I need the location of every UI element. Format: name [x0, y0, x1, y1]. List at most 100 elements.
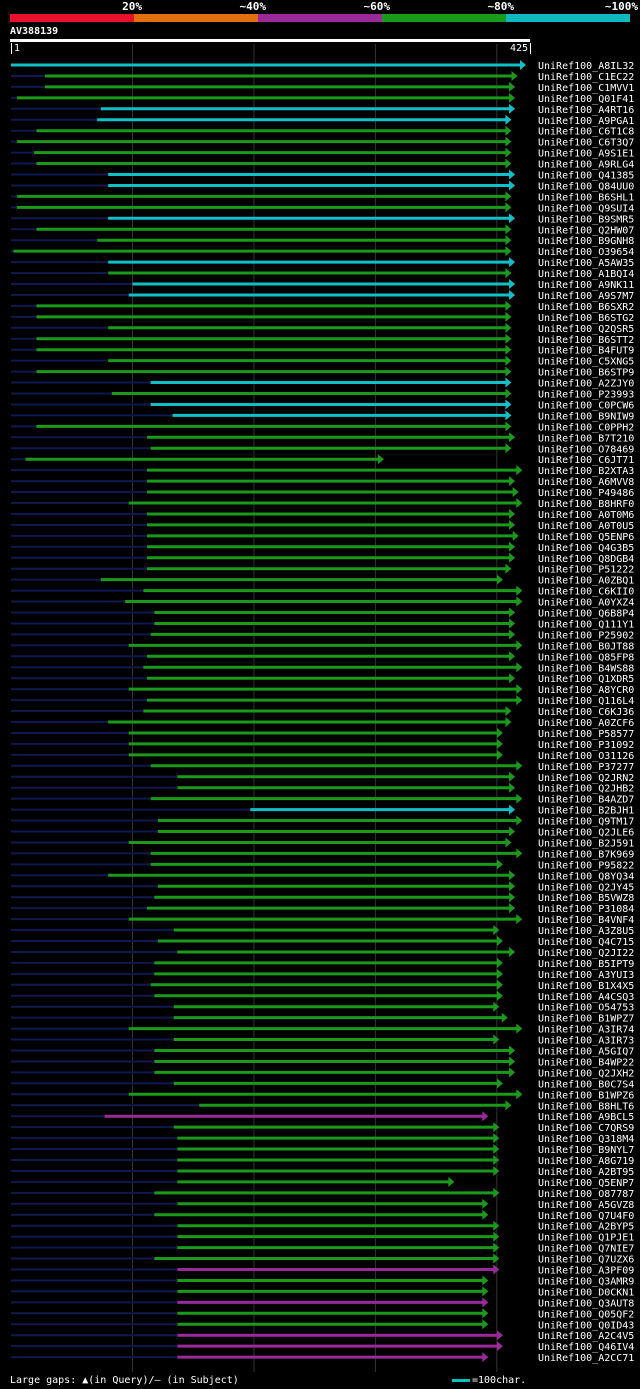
hit-label: UniRef100_O31126	[538, 751, 634, 762]
hit-arrow	[505, 410, 512, 421]
hit-label: UniRef100_P31092	[538, 740, 634, 751]
hit-arrow	[482, 1297, 489, 1308]
hit-arrow	[482, 1111, 489, 1122]
hit-arrow	[496, 979, 503, 990]
hit-label: UniRef100_A9PGA1	[538, 116, 634, 127]
hit-arrow	[509, 629, 516, 640]
hit-arrow	[505, 246, 512, 257]
hit-label: UniRef100_A9BCL5	[538, 1112, 634, 1123]
hit-arrow	[516, 684, 523, 695]
hit-label: UniRef100_B6STP9	[538, 368, 634, 379]
hit-arrow	[493, 1231, 500, 1242]
hit-label: UniRef100_Q5ENP7	[538, 1178, 634, 1189]
hit-arrow	[377, 454, 384, 465]
hit-arrow	[496, 1078, 503, 1089]
hit-label: UniRef100_A2BT95	[538, 1167, 634, 1178]
hit-label: UniRef100_C1EC22	[538, 72, 634, 83]
hit-label: UniRef100_Q9SUI4	[538, 203, 634, 214]
hit-arrow	[493, 1122, 500, 1133]
hit-arrow	[496, 749, 503, 760]
hit-label: UniRef100_A5AW35	[538, 258, 634, 269]
hit-arrow	[509, 892, 516, 903]
hit-arrow	[509, 180, 516, 191]
hit-label: UniRef100_Q8YQ34	[538, 871, 634, 882]
hit-arrow	[505, 443, 512, 454]
hit-arrow	[511, 70, 518, 81]
hit-arrow	[496, 936, 503, 946]
hit-arrow	[509, 541, 516, 552]
hit-arrow	[509, 651, 516, 662]
hit-label: UniRef100_Q5ENP6	[538, 532, 634, 543]
hit-arrow	[493, 1187, 500, 1198]
hit-label: UniRef100_B2XTA3	[538, 466, 634, 477]
hit-arrow	[496, 574, 503, 585]
hit-label: UniRef100_Q2JY45	[538, 882, 634, 893]
hit-arrow	[505, 300, 512, 311]
hit-label: UniRef100_O78469	[538, 444, 634, 455]
hit-arrow	[509, 169, 516, 180]
hit-label: UniRef100_A3IR74	[538, 1025, 634, 1036]
hit-label: UniRef100_Q3AUT8	[538, 1298, 634, 1309]
hit-label: UniRef100_Q84UU0	[538, 181, 634, 192]
hit-label: UniRef100_Q1PJE1	[538, 1233, 634, 1244]
hit-arrow	[512, 487, 519, 498]
hit-arrow	[505, 147, 512, 158]
hit-label: UniRef100_Q46IV4	[538, 1342, 634, 1353]
hit-label: UniRef100_B9SMR5	[538, 214, 634, 225]
hit-arrow	[516, 793, 523, 804]
hit-arrow	[505, 202, 512, 213]
hit-label: UniRef100_A4RT16	[538, 105, 634, 116]
hit-label: UniRef100_B9NYL7	[538, 1145, 634, 1156]
hit-arrow	[509, 903, 516, 914]
scale-line	[452, 1378, 470, 1382]
hit-label: UniRef100_A2BYP5	[538, 1222, 634, 1233]
legend-segment	[258, 14, 382, 22]
hit-label: UniRef100_P23993	[538, 390, 634, 401]
hit-arrow	[509, 1045, 516, 1056]
hit-label: UniRef100_A0ZBQ1	[538, 576, 634, 587]
hit-label: UniRef100_A0ZCF6	[538, 718, 634, 729]
hit-arrow	[493, 925, 500, 936]
hit-label: UniRef100_B8HRF0	[538, 499, 634, 510]
hit-label: UniRef100_B7K969	[538, 849, 634, 860]
hit-arrow	[509, 771, 516, 782]
hit-arrow	[509, 1067, 516, 1078]
hit-arrow	[509, 476, 516, 487]
hit-label: UniRef100_A1BQI4	[538, 269, 634, 280]
legend-segment	[382, 14, 506, 22]
hit-label: UniRef100_B1WPZ7	[538, 1014, 634, 1025]
hit-label: UniRef100_B9GNH8	[538, 236, 634, 247]
hit-label: UniRef100_Q2QSR5	[538, 324, 634, 335]
hit-label: UniRef100_A8G719	[538, 1156, 634, 1167]
legend-label: ~80%	[487, 0, 515, 13]
hit-label: UniRef100_C0PCW6	[538, 400, 634, 411]
hit-label: UniRef100_A3YUI3	[538, 970, 634, 981]
hit-label: UniRef100_O39654	[538, 247, 634, 258]
hit-arrow	[505, 366, 512, 377]
hit-label: UniRef100_Q111Y1	[538, 619, 634, 630]
hit-arrow	[509, 782, 516, 793]
hit-arrow	[509, 826, 516, 837]
hit-label: UniRef100_Q85FP8	[538, 652, 634, 663]
hit-label: UniRef100_P49486	[538, 488, 634, 499]
hit-label: UniRef100_A2CC71	[538, 1353, 634, 1364]
hit-label: UniRef100_Q2JLE6	[538, 828, 634, 839]
hit-arrow	[496, 1341, 503, 1352]
hit-arrow	[482, 1308, 489, 1319]
hit-label: UniRef100_B6STG2	[538, 313, 634, 324]
hit-label: UniRef100_P37277	[538, 762, 634, 773]
hit-arrow	[516, 1089, 523, 1100]
hit-label: UniRef100_Q4C715	[538, 937, 634, 948]
hit-arrow	[509, 508, 516, 519]
hit-label: UniRef100_A0T0U5	[538, 521, 634, 532]
hit-arrow	[505, 268, 512, 279]
hit-label: UniRef100_B4WS88	[538, 663, 634, 674]
hit-label: UniRef100_Q01F41	[538, 94, 634, 105]
hit-label: UniRef100_B2BJH1	[538, 806, 634, 817]
hit-arrow	[505, 114, 512, 125]
hit-arrow	[496, 990, 503, 1001]
hit-arrow	[493, 1264, 500, 1275]
hit-label: UniRef100_Q2JHB2	[538, 784, 634, 795]
hit-arrow	[516, 1023, 523, 1034]
